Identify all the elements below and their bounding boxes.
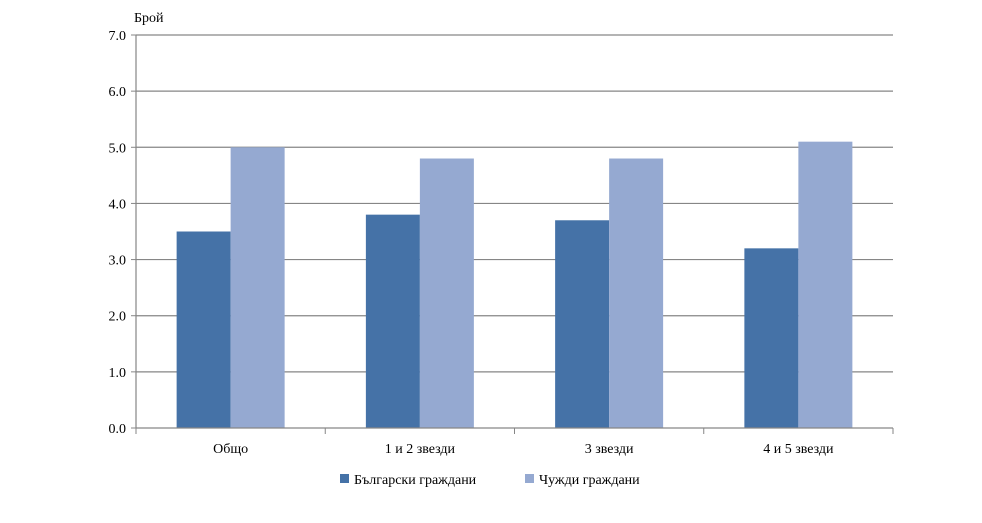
bar-bulgarian-1: [365, 214, 420, 428]
category-label: 1 и 2 звезди: [385, 442, 456, 457]
legend-swatch-foreign: [525, 474, 534, 483]
y-tick-label: 6.0: [109, 85, 127, 100]
bar-foreign-2: [609, 158, 664, 428]
y-tick-label: 3.0: [109, 254, 127, 269]
bar-bulgarian-2: [555, 220, 610, 428]
legend-swatch-bulgarian: [340, 474, 349, 483]
y-axis-title: Брой: [134, 11, 164, 26]
legend: Български граждани Чужди граждани: [340, 473, 640, 488]
category-label: 4 и 5 звезди: [763, 442, 834, 457]
legend-label-bulgarian: Български граждани: [354, 473, 477, 488]
bar-foreign-3: [798, 141, 853, 428]
bar-foreign-0: [230, 147, 285, 429]
bar-foreign-1: [419, 158, 474, 428]
category-label: Общо: [213, 442, 248, 457]
y-tick-labels: 0.0 1.0 2.0 3.0 4.0 5.0 6.0 7.0: [109, 29, 127, 437]
y-tick-label: 0.0: [109, 422, 127, 437]
bars: [176, 141, 853, 429]
y-tick-label: 1.0: [109, 366, 127, 381]
legend-label-foreign: Чужди граждани: [539, 473, 640, 488]
bar-bulgarian-0: [176, 231, 231, 428]
category-labels: Общо 1 и 2 звезди 3 звезди 4 и 5 звезди: [213, 442, 834, 457]
axes: [131, 34, 894, 434]
y-tick-label: 5.0: [109, 141, 127, 156]
y-tick-label: 7.0: [109, 29, 127, 44]
category-label: 3 звезди: [585, 442, 634, 457]
bar-bulgarian-3: [744, 248, 799, 428]
y-tick-label: 4.0: [109, 197, 127, 212]
y-tick-label: 2.0: [109, 310, 127, 325]
